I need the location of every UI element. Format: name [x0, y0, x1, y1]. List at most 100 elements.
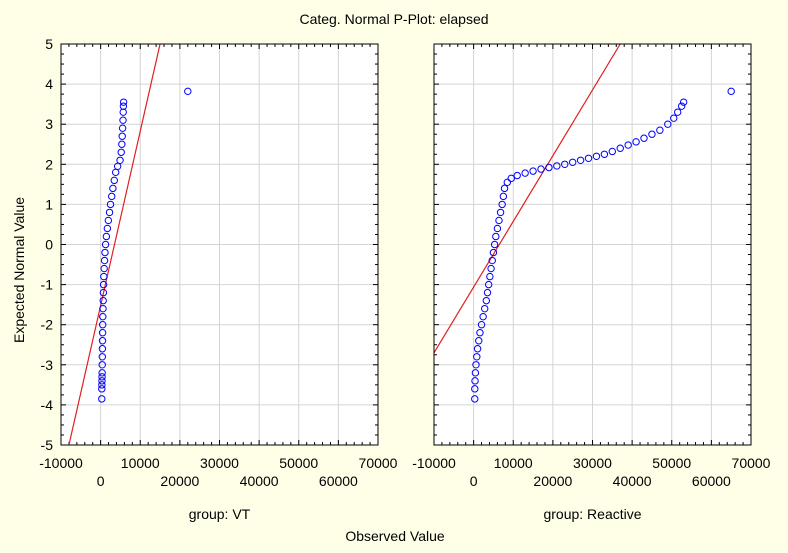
data-point: [104, 216, 113, 225]
data-point: [484, 280, 493, 289]
reference-line: [68, 44, 161, 445]
data-point: [500, 184, 509, 193]
data-point: [632, 138, 640, 146]
data-point: [481, 304, 489, 313]
data-point: [118, 132, 126, 140]
data-point: [561, 160, 569, 169]
data-point: [489, 248, 498, 257]
y-tick-label: 2: [45, 156, 53, 172]
data-point: [471, 385, 479, 393]
data-point: [105, 208, 114, 217]
y-tick-label: -2: [41, 317, 54, 333]
data-point: [584, 154, 593, 162]
data-point: [471, 377, 479, 385]
y-tick-label: -4: [41, 397, 54, 413]
reference-line: [434, 44, 621, 354]
data-point: [498, 200, 506, 209]
y-tick-label: 3: [45, 116, 53, 132]
data-point: [656, 126, 664, 134]
data-point: [103, 224, 112, 233]
data-point: [116, 156, 124, 164]
x-tick-label: 0: [470, 473, 478, 489]
data-point: [110, 176, 118, 185]
x-tick-label: 20000: [160, 473, 199, 489]
y-tick-label: 0: [45, 237, 53, 253]
data-point: [100, 264, 108, 273]
data-point: [98, 345, 107, 353]
data-point: [98, 329, 107, 337]
data-point: [98, 361, 106, 369]
data-point: [99, 304, 107, 313]
data-point: [109, 184, 117, 193]
data-point: [576, 156, 585, 164]
data-point: [473, 353, 481, 361]
data-point: [475, 337, 483, 345]
data-point: [496, 208, 505, 217]
data-point: [492, 232, 500, 241]
data-point: [98, 353, 106, 361]
panels: 5 4 3 2 1 0 -1 -2 -3 -4 -5 -10000 10000 30000 50000 700…: [39, 36, 770, 522]
y-axis-label: Expected Normal Value: [11, 197, 27, 343]
x-tick-label: 40000: [613, 473, 652, 489]
x-tick-label: 50000: [279, 455, 318, 471]
x-tick-label: 10000: [494, 455, 533, 471]
x-tick-label: 70000: [359, 455, 398, 471]
data-point: [640, 134, 648, 142]
data-point: [100, 272, 108, 281]
data-point: [98, 369, 106, 377]
data-point: [486, 272, 494, 281]
data-point: [108, 192, 116, 201]
data-point: [184, 87, 192, 96]
data-point: [101, 248, 109, 257]
data-point: [608, 147, 617, 156]
data-point: [529, 167, 537, 175]
plot-frame: [60, 43, 379, 446]
data-point: [483, 288, 492, 297]
x-tick-label: 30000: [573, 455, 612, 471]
data-point: [118, 140, 126, 148]
data-point: [624, 141, 632, 149]
x-tick-label: 50000: [652, 455, 691, 471]
x-tick-label: 70000: [732, 455, 771, 471]
data-point: [98, 337, 107, 345]
panel-label: group: VT: [189, 506, 251, 522]
y-tick-label: 5: [45, 36, 53, 52]
x-tick-label: 0: [97, 473, 105, 489]
data-point: [471, 369, 480, 377]
data-point: [677, 102, 686, 110]
data-point: [521, 169, 529, 177]
data-point: [473, 345, 482, 353]
data-point: [490, 240, 499, 249]
data-point: [99, 296, 107, 305]
data-point: [568, 158, 577, 166]
data-point: [673, 108, 682, 116]
data-point: [648, 130, 656, 138]
data-point: [119, 102, 128, 110]
x-tick-label: -10000: [412, 455, 456, 471]
data-point: [499, 192, 508, 201]
data-point: [471, 395, 479, 403]
data-point: [670, 114, 678, 122]
data-point: [119, 116, 127, 124]
data-point: [482, 296, 491, 305]
data-point: [479, 312, 487, 321]
x-tick-label: -10000: [39, 455, 83, 471]
data-point: [664, 120, 672, 128]
data-point: [503, 178, 512, 187]
data-point: [118, 124, 127, 132]
x-tick-label: 10000: [121, 455, 160, 471]
data-point: [119, 98, 128, 106]
data-point: [679, 98, 688, 106]
x-tick-label: 20000: [533, 473, 572, 489]
data-point: [106, 200, 115, 209]
data-point: [99, 288, 108, 297]
data-point: [100, 256, 109, 265]
data-point: [616, 144, 624, 152]
data-point: [600, 150, 609, 158]
data-point: [102, 232, 111, 241]
x-tick-label: 60000: [692, 473, 731, 489]
y-tick-label: -1: [41, 277, 54, 293]
x-tick-label: 60000: [319, 473, 358, 489]
